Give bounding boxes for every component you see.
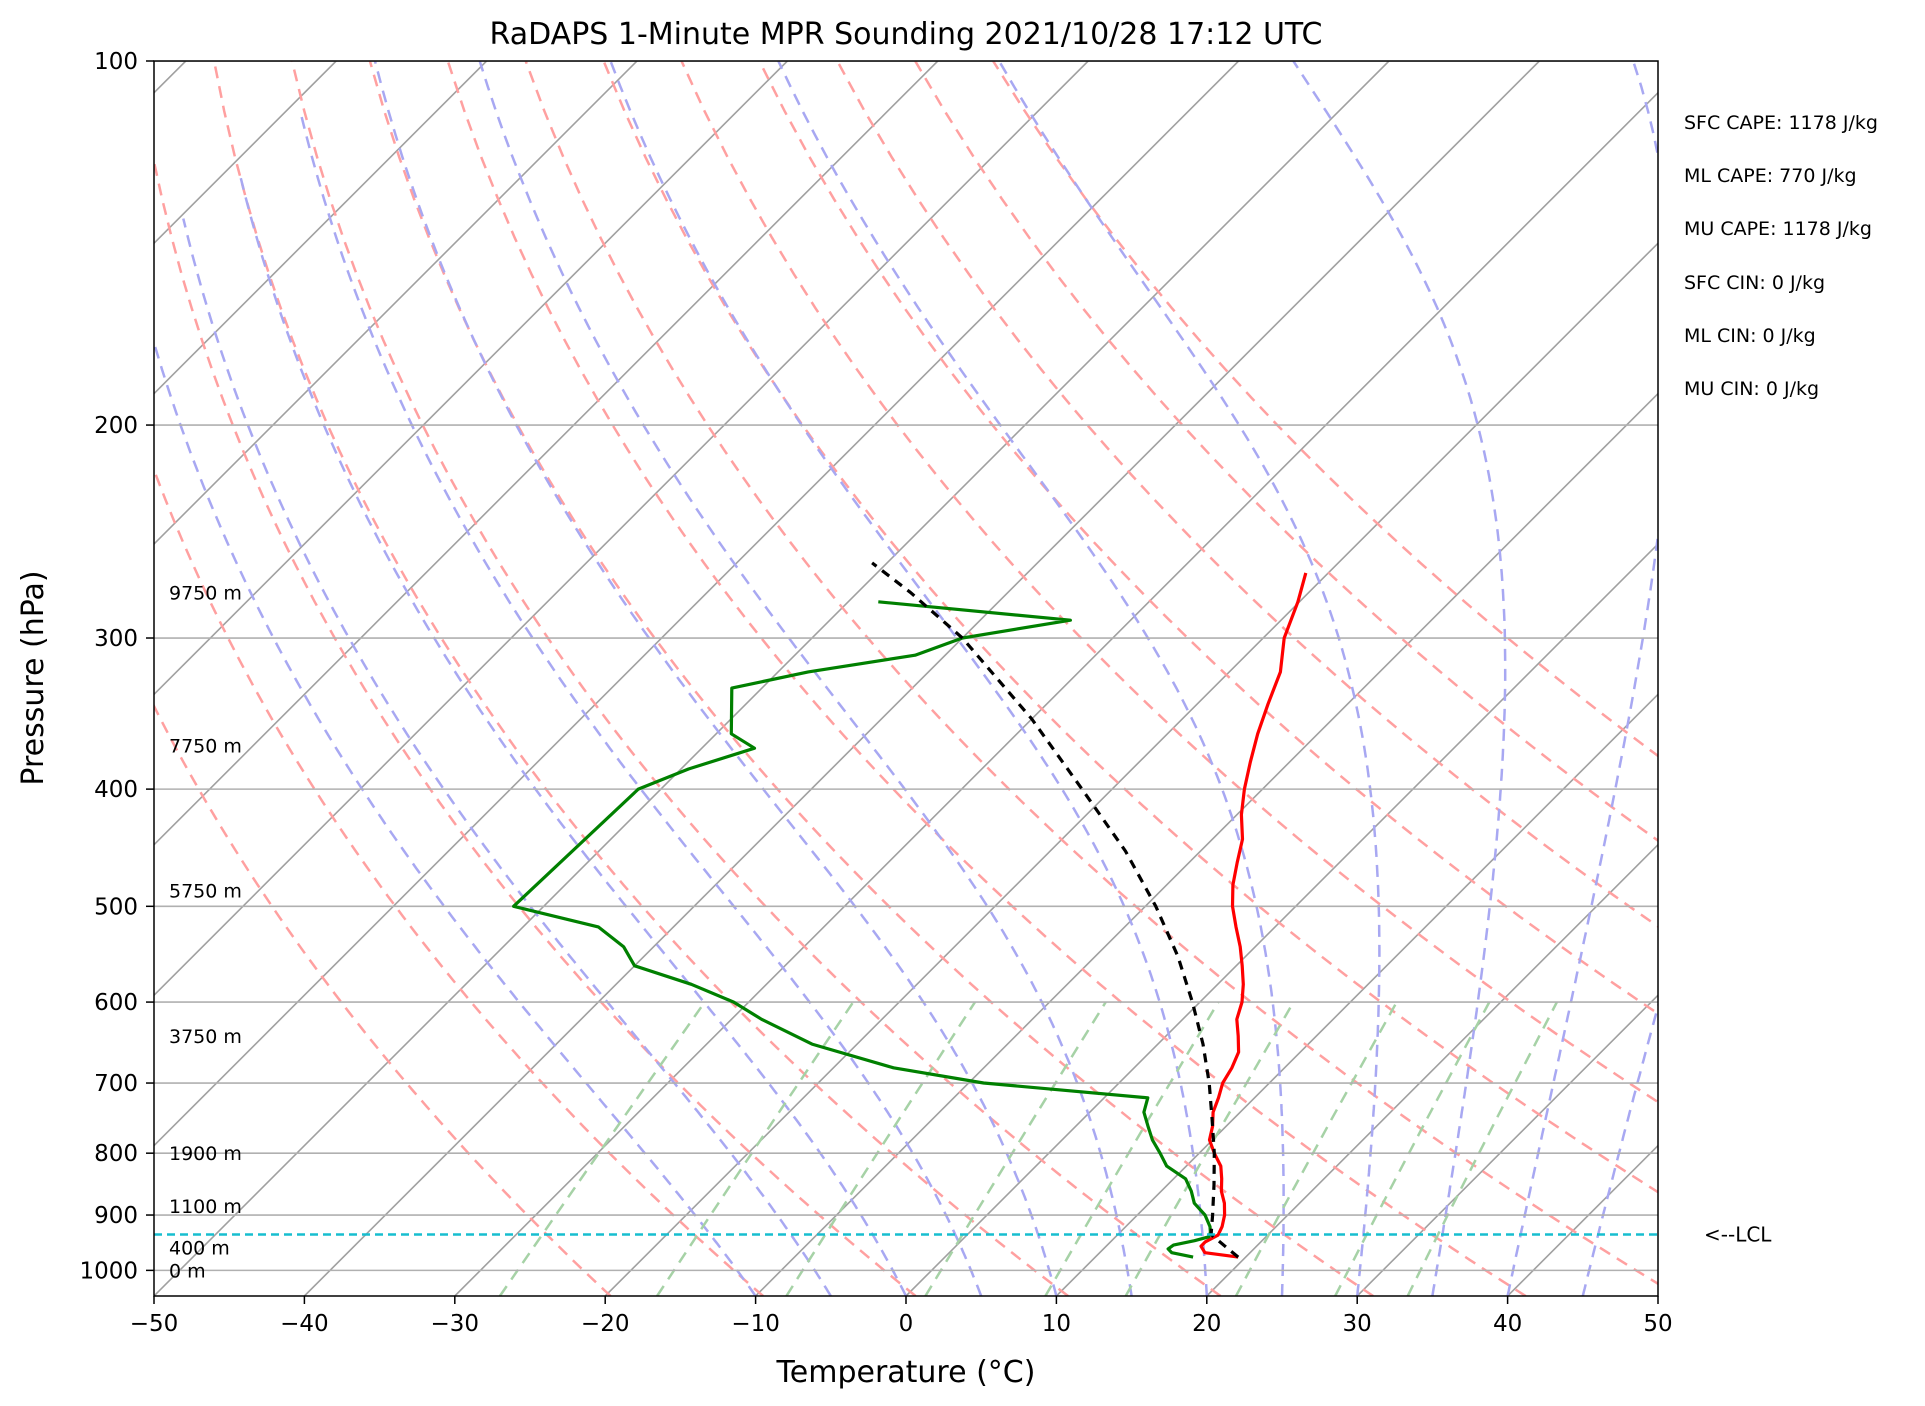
mixing-ratio-line: [785, 1001, 977, 1296]
mixing-ratio-line: [1124, 1001, 1295, 1296]
isotherm-line: [1206, 843, 1658, 1296]
dry-adiabat-line: [154, 155, 917, 1296]
mixing-ratio-line: [924, 1001, 1107, 1296]
lcl-label: <--LCL: [1704, 1223, 1772, 1247]
isotherm-line: [303, 61, 1540, 1296]
x-tick-label: −10: [731, 1311, 780, 1337]
isotherm-line: [905, 542, 1658, 1296]
annotation-mu-cape: MU CAPE: 1178 J/kg: [1684, 218, 1872, 240]
dry-adiabat-line: [680, 61, 1658, 1104]
y-tick-label: 800: [94, 1141, 138, 1167]
x-tick-label: 40: [1493, 1311, 1522, 1337]
plot-background: [154, 61, 1658, 1296]
moist-adiabat-line: [373, 61, 1058, 1296]
y-tick-label: 200: [94, 413, 138, 439]
mixing-ratio-line: [498, 1001, 706, 1296]
height-label: 5750 m: [169, 880, 242, 902]
moist-adiabat-line: [298, 110, 983, 1296]
dry-adiabat-line: [836, 61, 1658, 929]
height-label: 3750 m: [169, 1026, 242, 1048]
y-tick-label: 500: [94, 894, 138, 920]
y-tick-label: 900: [94, 1203, 138, 1229]
annotation-ml-cin: ML CIN: 0 J/kg: [1684, 325, 1816, 347]
temperature-profile-line: [1199, 572, 1308, 1259]
dry-adiabat-line: [212, 61, 1069, 1296]
dry-adiabat-line: [368, 61, 1374, 1296]
dry-adiabat-line: [602, 61, 1658, 1194]
mixing-ratio-line: [1234, 1001, 1398, 1296]
moist-adiabat-line: [1292, 61, 1507, 1296]
isotherm-line: [154, 61, 638, 546]
moist-adiabat-line: [478, 61, 1133, 1296]
x-tick-label: −20: [581, 1311, 630, 1337]
chart-title: RaDAPS 1-Minute MPR Sounding 2021/10/28 …: [490, 17, 1323, 52]
height-label: 400 m: [169, 1237, 230, 1259]
y-axis-label: Pressure (hPa): [16, 570, 51, 785]
y-tick-label: 600: [94, 990, 138, 1016]
isotherm-line: [755, 392, 1658, 1296]
y-tick-label: 1000: [79, 1258, 138, 1284]
annotation-sfc-cin: SFC CIN: 0 J/kg: [1684, 272, 1825, 294]
moist-adiabat-line: [998, 61, 1381, 1296]
dry-adiabat-line: [524, 61, 1658, 1286]
dry-adiabat-line: [758, 61, 1658, 1016]
annotation-mu-cin: MU CIN: 0 J/kg: [1684, 378, 1819, 400]
y-tick-label: 700: [94, 1071, 138, 1097]
isotherm-line: [1657, 1294, 1658, 1296]
x-tick-label: 0: [899, 1311, 914, 1337]
dry-adiabat-line: [290, 61, 1222, 1296]
pressure-gridlines: [154, 61, 1658, 1272]
dry-adiabat-line: [154, 703, 612, 1296]
moist-adiabat-line: [777, 61, 1285, 1296]
height-label: 0 m: [169, 1260, 206, 1282]
moist-adiabat-line: [1581, 1001, 1658, 1296]
x-tick-label: −30: [431, 1311, 480, 1337]
y-tick-label: 400: [94, 777, 138, 803]
isotherm-line: [1055, 693, 1658, 1296]
annotation-sfc-cape: SFC CAPE: 1178 J/kg: [1684, 112, 1878, 134]
height-label: 7750 m: [169, 735, 242, 757]
x-tick-label: 20: [1192, 1311, 1221, 1337]
mixing-ratio-line: [656, 1001, 855, 1296]
isotherm-line: [154, 61, 1089, 997]
height-label: 1900 m: [169, 1143, 242, 1165]
moist-adiabat-line: [1506, 61, 1658, 1296]
x-tick-label: −50: [130, 1311, 179, 1337]
cape-cin-annotations: SFC CAPE: 1178 J/kg ML CAPE: 770 J/kg MU…: [1684, 112, 1878, 400]
isotherm-line: [1356, 994, 1658, 1296]
isotherm-line: [154, 61, 788, 696]
isotherm-line: [454, 91, 1658, 1296]
y-tick-label: 300: [94, 626, 138, 652]
isotherm-line: [154, 61, 488, 395]
dry-adiabat-line: [446, 61, 1527, 1296]
x-tick-label: 30: [1343, 1311, 1372, 1337]
moist-adiabat-line: [182, 218, 832, 1296]
dry-adiabat-line: [154, 466, 764, 1296]
y-tick-label: 100: [94, 49, 138, 75]
y-axis: 100 200 300 400 500 600 700 800 900 1000: [79, 49, 154, 1284]
isotherm-line: [154, 61, 939, 846]
parcel-profile-profile-line: [871, 561, 1240, 1259]
moist-adiabat-line: [239, 177, 908, 1296]
height-label: 9750 m: [169, 582, 242, 604]
mixing-ratio-line: [1406, 1001, 1559, 1296]
height-label: 1100 m: [169, 1196, 242, 1218]
mixing-ratio-line: [1334, 1001, 1491, 1296]
x-tick-label: −40: [280, 1311, 329, 1337]
x-tick-label: 10: [1042, 1311, 1071, 1337]
mixing-ratio-line: [1044, 1001, 1220, 1296]
annotation-ml-cape: ML CAPE: 770 J/kg: [1684, 165, 1857, 187]
sounding-profiles: [512, 561, 1308, 1259]
x-tick-label: 50: [1643, 1311, 1672, 1337]
x-axis: −50 −40 −30 −20 −10 0 10 20 30 40 50: [130, 1296, 1673, 1337]
isotherm-line: [604, 242, 1658, 1296]
isotherm-line: [154, 61, 1240, 1147]
dry-adiabat-line: [914, 61, 1658, 843]
x-axis-label: Temperature (°C): [776, 1355, 1036, 1390]
